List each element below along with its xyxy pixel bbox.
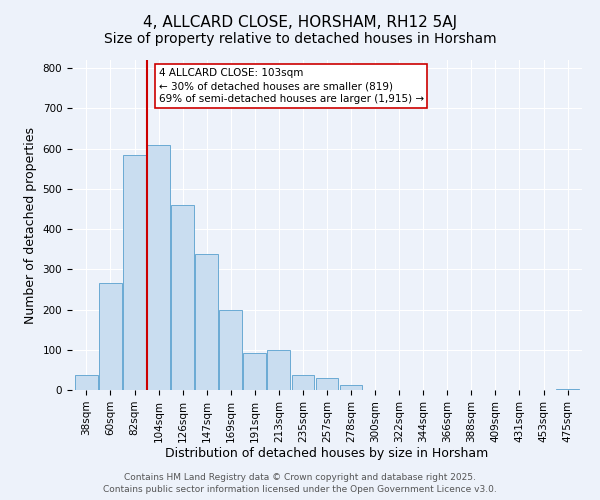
Bar — [171, 205, 194, 390]
Bar — [75, 375, 98, 390]
Bar — [268, 350, 290, 390]
X-axis label: Distribution of detached houses by size in Horsham: Distribution of detached houses by size … — [166, 448, 488, 460]
Bar — [556, 389, 579, 390]
Bar — [316, 378, 338, 390]
Y-axis label: Number of detached properties: Number of detached properties — [24, 126, 37, 324]
Text: Contains HM Land Registry data © Crown copyright and database right 2025.
Contai: Contains HM Land Registry data © Crown c… — [103, 472, 497, 494]
Bar — [244, 352, 266, 390]
Bar — [99, 282, 122, 390]
Bar — [123, 154, 146, 390]
Text: 4, ALLCARD CLOSE, HORSHAM, RH12 5AJ: 4, ALLCARD CLOSE, HORSHAM, RH12 5AJ — [143, 15, 457, 30]
Bar — [292, 375, 314, 390]
Text: 4 ALLCARD CLOSE: 103sqm
← 30% of detached houses are smaller (819)
69% of semi-d: 4 ALLCARD CLOSE: 103sqm ← 30% of detache… — [158, 68, 424, 104]
Bar — [220, 310, 242, 390]
Text: Size of property relative to detached houses in Horsham: Size of property relative to detached ho… — [104, 32, 496, 46]
Bar — [340, 385, 362, 390]
Bar — [147, 144, 170, 390]
Bar — [195, 254, 218, 390]
